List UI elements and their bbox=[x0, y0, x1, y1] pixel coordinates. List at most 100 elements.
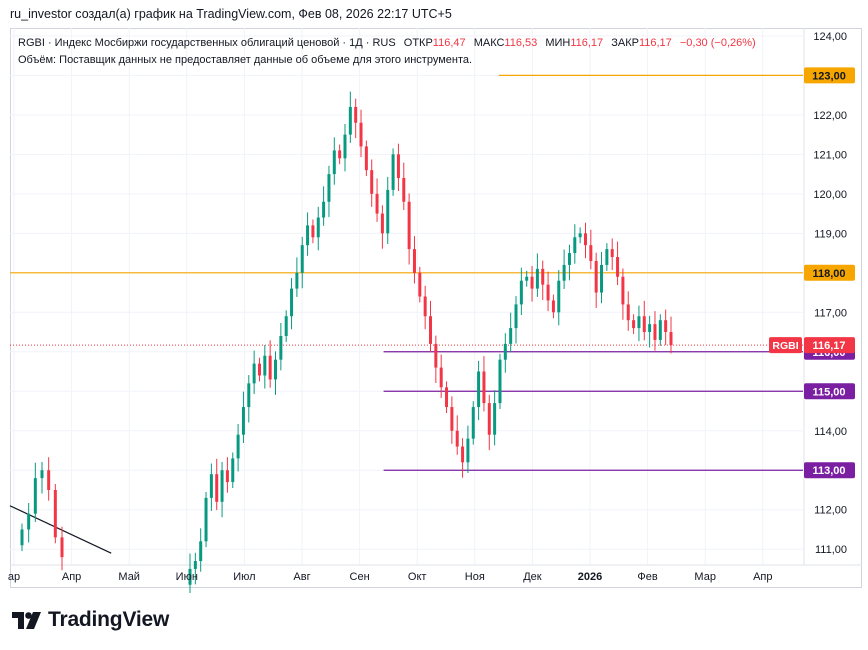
candle bbox=[557, 270, 561, 326]
candle-body bbox=[193, 561, 197, 569]
candle bbox=[311, 219, 315, 244]
candle bbox=[669, 316, 673, 354]
candle-body bbox=[354, 106, 358, 123]
candle-body bbox=[338, 150, 342, 159]
candle-body bbox=[231, 458, 235, 483]
x-tick-label: Ноя bbox=[465, 571, 485, 583]
candle bbox=[343, 123, 347, 172]
candle bbox=[20, 523, 24, 552]
candle-body bbox=[407, 201, 411, 250]
candle bbox=[279, 322, 283, 371]
candle bbox=[429, 300, 432, 353]
candle-body bbox=[220, 470, 224, 502]
candle-body bbox=[648, 324, 652, 333]
candle-body bbox=[322, 201, 326, 218]
candle-body bbox=[562, 264, 566, 281]
candle-body bbox=[364, 146, 368, 171]
candle-body bbox=[47, 470, 51, 490]
candle bbox=[268, 340, 272, 388]
candle bbox=[60, 526, 64, 571]
candle bbox=[247, 375, 251, 423]
candle bbox=[530, 266, 534, 302]
tradingview-logo[interactable]: TradingView bbox=[12, 608, 169, 632]
candle bbox=[370, 159, 374, 207]
x-tick-label: Июн bbox=[176, 571, 198, 583]
candle bbox=[193, 552, 197, 585]
candle-body bbox=[40, 470, 44, 479]
candle bbox=[209, 463, 213, 511]
chart-legend: RGBI · Индекс Мосбиржи государственных о… bbox=[18, 35, 756, 69]
candle bbox=[295, 257, 299, 297]
candle-body bbox=[268, 355, 272, 380]
candle bbox=[493, 390, 497, 446]
x-axis: ар Апр Май Июн Июл Авг Сен Окт Ноя Дек 2026 Фев Мар А… bbox=[8, 571, 773, 583]
candle bbox=[583, 222, 587, 259]
candle-body bbox=[300, 245, 304, 273]
chart-frame[interactable] bbox=[10, 28, 862, 588]
chart-caption: ru_investor создал(а) график на TradingV… bbox=[10, 7, 452, 21]
level-tag-label: 118,00 bbox=[812, 268, 845, 280]
candle bbox=[594, 252, 598, 308]
y-tick-label: 124,00 bbox=[813, 31, 847, 43]
legend-high-label: МАКС bbox=[473, 37, 505, 49]
candle bbox=[653, 311, 657, 351]
candle-body bbox=[621, 276, 625, 305]
candle-body bbox=[642, 316, 646, 333]
legend-close-label: ЗАКР bbox=[611, 37, 639, 49]
candle bbox=[466, 425, 470, 473]
x-tick-label: Сен bbox=[350, 571, 370, 583]
trendline-layer bbox=[9, 505, 112, 554]
candle bbox=[215, 458, 219, 511]
candle bbox=[450, 396, 454, 444]
candle bbox=[541, 260, 545, 301]
candle-body bbox=[274, 359, 278, 380]
candle bbox=[220, 461, 224, 518]
candle bbox=[274, 351, 278, 395]
candle bbox=[578, 227, 582, 244]
price-chart[interactable]: 111,00112,00113,00114,00115,00116,00117,… bbox=[0, 0, 868, 600]
candle-body bbox=[359, 122, 363, 147]
candle bbox=[338, 144, 342, 165]
candle-body bbox=[380, 213, 384, 234]
candle bbox=[509, 312, 513, 353]
candle bbox=[503, 333, 507, 373]
trendline[interactable] bbox=[9, 505, 112, 554]
candle-body bbox=[498, 359, 502, 404]
candle-body bbox=[637, 316, 641, 329]
candle bbox=[316, 206, 320, 251]
candle bbox=[386, 176, 390, 244]
candle bbox=[600, 251, 604, 304]
candle bbox=[637, 305, 641, 342]
candle-body bbox=[471, 407, 475, 439]
candle-body bbox=[535, 268, 539, 289]
candle bbox=[616, 241, 620, 286]
candle bbox=[648, 315, 652, 348]
candle-body bbox=[466, 438, 470, 463]
candle bbox=[632, 314, 636, 335]
candle bbox=[322, 186, 326, 226]
candle bbox=[53, 484, 57, 544]
candle-body bbox=[450, 407, 454, 431]
candle-body bbox=[204, 497, 208, 542]
candle-body bbox=[241, 407, 245, 435]
candle-body bbox=[423, 296, 427, 317]
legend-high-value: 116,53 bbox=[504, 37, 538, 49]
candle bbox=[487, 394, 491, 451]
candle bbox=[551, 294, 555, 319]
legend-low-label: МИН bbox=[545, 37, 571, 49]
candle-body bbox=[209, 474, 213, 498]
candle bbox=[589, 229, 593, 270]
legend-symbol[interactable]: RGBI · Индекс Мосбиржи государственных о… bbox=[18, 37, 396, 49]
x-tick-label: Авг bbox=[293, 571, 310, 583]
legend-volume-note: Объём: Поставщик данных не предоставляет… bbox=[18, 54, 473, 66]
candle-body bbox=[257, 363, 261, 376]
candle-body bbox=[53, 489, 57, 538]
legend-open-label: ОТКР bbox=[403, 37, 433, 49]
candle-body bbox=[33, 478, 37, 514]
y-tick-label: 119,00 bbox=[814, 228, 847, 240]
candle-body bbox=[589, 245, 593, 261]
candle bbox=[423, 285, 427, 330]
candle-body bbox=[429, 316, 432, 344]
x-tick-label: Июл bbox=[233, 571, 255, 583]
candle-body bbox=[583, 233, 587, 246]
